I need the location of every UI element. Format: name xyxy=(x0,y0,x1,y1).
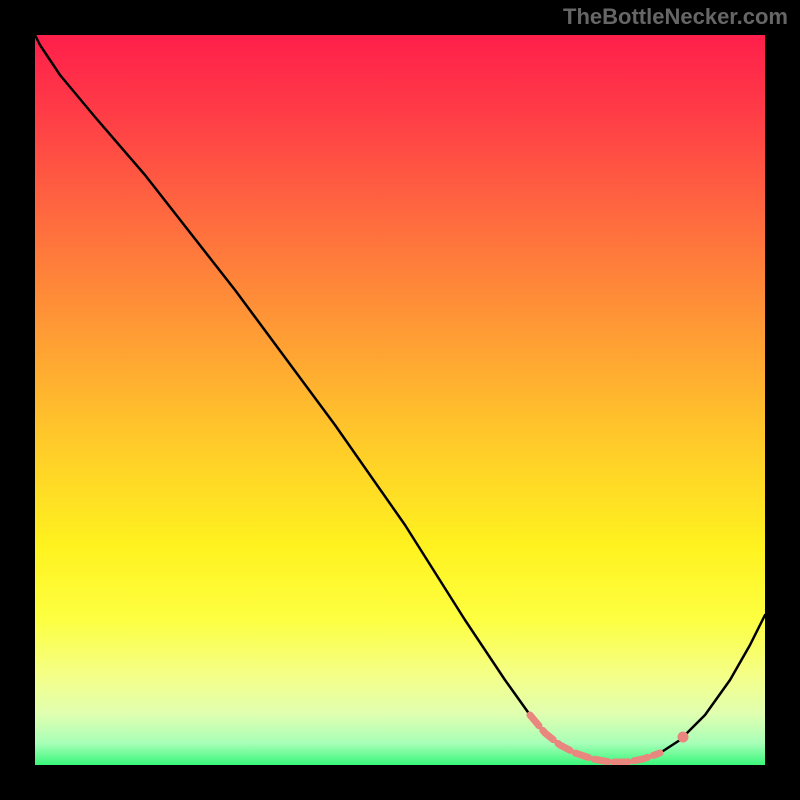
curve-layer xyxy=(35,35,765,765)
salmon-dashed-segment xyxy=(530,715,660,762)
plot-area xyxy=(35,35,765,765)
watermark-text: TheBottleNecker.com xyxy=(563,4,788,30)
main-curve xyxy=(35,35,765,762)
salmon-dot xyxy=(678,732,689,743)
